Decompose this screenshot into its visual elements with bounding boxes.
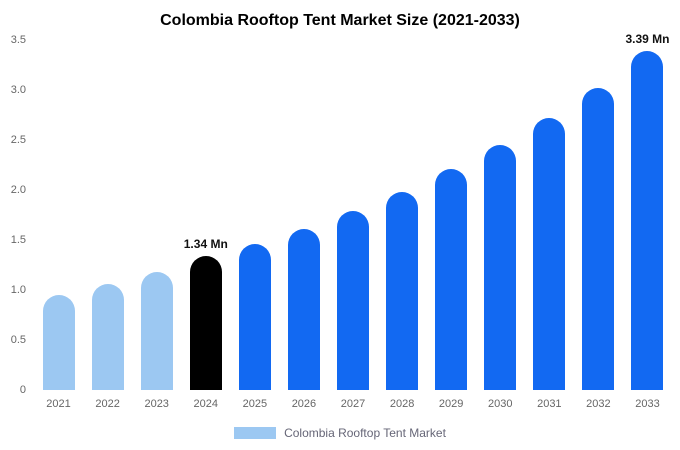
- y-tick-label: 2.0: [10, 184, 26, 196]
- bar-2026[interactable]: [287, 229, 320, 390]
- bar-2027[interactable]: [337, 211, 369, 390]
- y-tick-label: 3.0: [10, 84, 26, 96]
- bar-cell: [132, 40, 181, 390]
- plot-area: 1.34 Mn 3.39 Mn: [34, 32, 672, 390]
- bar-2025[interactable]: [238, 244, 271, 390]
- bar-cell: [378, 40, 427, 390]
- bar-2031[interactable]: [533, 118, 566, 390]
- chart-area: 0 0.5 1.0 1.5 2.0 2.5 3.0 3.5 1.34 Mn 3.39 Mn: [0, 32, 680, 396]
- bar-cell: [476, 40, 525, 390]
- bar-cell: [427, 40, 476, 390]
- bar-cell: [525, 40, 574, 390]
- x-tick-label: 2024: [193, 398, 219, 410]
- bar-2028[interactable]: [386, 192, 419, 390]
- y-axis: 0 0.5 1.0 1.5 2.0 2.5 3.0 3.5: [0, 34, 34, 396]
- bar-value-label: 1.34 Mn: [183, 237, 228, 251]
- bar-value-label: 3.39 Mn: [625, 32, 670, 46]
- bar-cell: 3.39 Mn: [623, 32, 672, 390]
- legend-swatch: [234, 427, 277, 439]
- chart-title: Colombia Rooftop Tent Market Size (2021-…: [160, 12, 520, 29]
- legend-label: Colombia Rooftop Tent Market: [284, 426, 446, 440]
- bar-2024[interactable]: [189, 256, 222, 390]
- legend[interactable]: Colombia Rooftop Tent Market: [0, 426, 680, 440]
- x-axis: 2021 2022 2023 2024 2025 2026 2027 2028 2029 2030…: [34, 390, 680, 410]
- x-tick-label: 2022: [95, 398, 120, 410]
- bar-2032[interactable]: [582, 88, 615, 390]
- x-tick-label: 2032: [586, 398, 611, 410]
- x-tick-label: 2029: [438, 398, 464, 410]
- bar-cell: 1.34 Mn: [181, 40, 230, 390]
- bar-2029[interactable]: [435, 169, 468, 390]
- y-tick-label: 1.5: [10, 234, 26, 246]
- y-tick-label: 0.5: [10, 334, 26, 346]
- bar-2022[interactable]: [91, 284, 124, 390]
- bar-cell: [230, 40, 279, 390]
- x-tick-label: 2030: [488, 398, 513, 410]
- bar-cell: [34, 40, 83, 390]
- x-tick-label: 2026: [291, 398, 317, 410]
- bar-cell: [328, 40, 377, 390]
- bar-2021[interactable]: [42, 295, 75, 390]
- x-tick-label: 2033: [635, 398, 660, 410]
- bar-cell: [83, 40, 132, 390]
- y-tick-label: 0: [19, 384, 26, 396]
- y-tick-label: 1.0: [10, 284, 26, 296]
- x-tick-label: 2027: [340, 398, 366, 410]
- x-tick-label: 2025: [242, 398, 268, 410]
- bar-2023[interactable]: [140, 272, 173, 390]
- x-tick-label: 2028: [389, 398, 415, 410]
- bar-cell: [279, 40, 328, 390]
- x-tick-label: 2023: [144, 398, 169, 410]
- x-tick-label: 2031: [537, 398, 562, 410]
- x-tick-label: 2021: [46, 398, 71, 410]
- bar-2030[interactable]: [484, 145, 517, 390]
- bar-cell: [574, 40, 623, 390]
- y-tick-label: 3.5: [10, 34, 26, 46]
- bar-2033[interactable]: [631, 51, 664, 390]
- y-tick-label: 2.5: [10, 134, 26, 146]
